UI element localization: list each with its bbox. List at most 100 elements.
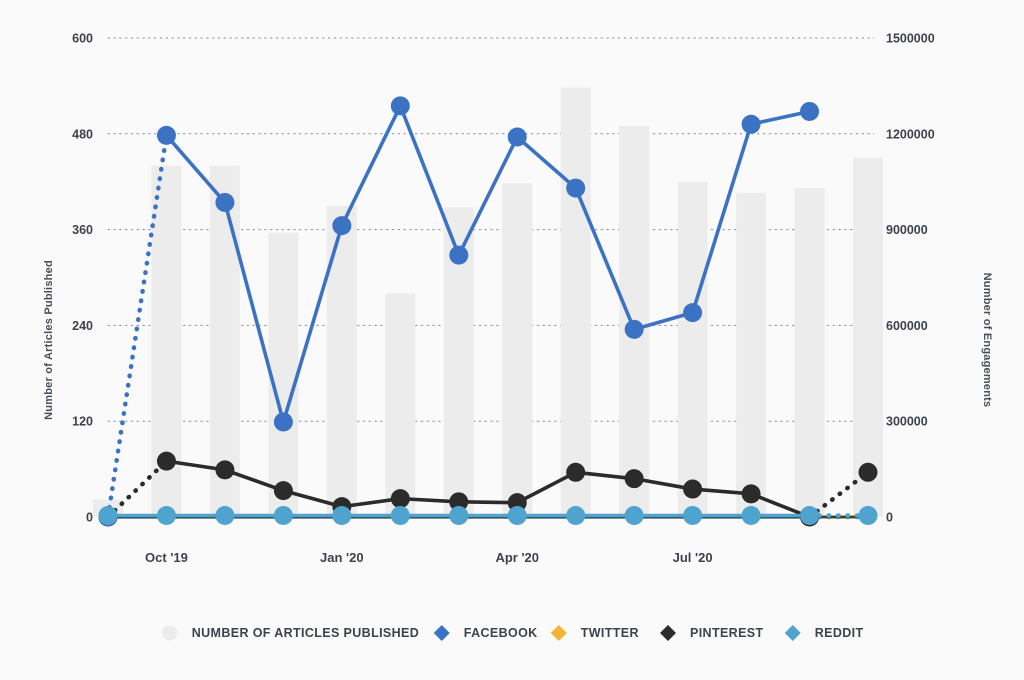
bar[interactable]: [736, 192, 767, 518]
data-point[interactable]: [624, 469, 644, 489]
data-point[interactable]: [273, 506, 293, 525]
x-tick-label: Jul '20: [673, 550, 713, 565]
line-segment: [340, 496, 403, 509]
line-segment: [690, 122, 753, 315]
bar[interactable]: [502, 183, 533, 517]
data-point[interactable]: [800, 506, 820, 525]
line-segment: [281, 488, 344, 509]
bar[interactable]: [794, 188, 825, 517]
left-axis-tick-labels: 0 120 240 360 480 600: [72, 32, 93, 525]
right-axis-title: Number of Engagements: [981, 273, 993, 408]
x-tick-label: Oct '19: [145, 550, 188, 565]
data-point[interactable]: [390, 489, 410, 509]
data-point[interactable]: [449, 506, 469, 525]
data-point[interactable]: [683, 479, 703, 499]
bar[interactable]: [268, 232, 299, 517]
left-tick-label: 240: [72, 319, 93, 333]
legend-label: TWITTER: [581, 626, 639, 640]
data-point[interactable]: [741, 114, 761, 134]
x-tick-label: Apr '20: [495, 550, 539, 565]
legend-item[interactable]: FACEBOOK: [433, 625, 538, 641]
data-point[interactable]: [566, 462, 586, 482]
data-point[interactable]: [507, 506, 527, 525]
data-point[interactable]: [741, 484, 761, 504]
data-point[interactable]: [156, 506, 176, 525]
line-segment: [223, 468, 286, 493]
legend-item[interactable]: NUMBER OF ARTICLES PUBLISHED: [162, 625, 419, 641]
data-point[interactable]: [566, 506, 586, 525]
data-point[interactable]: [332, 216, 352, 236]
bar-series: [93, 87, 883, 518]
left-tick-label: 600: [72, 32, 93, 46]
data-point[interactable]: [449, 245, 469, 265]
line-segment: [105, 133, 169, 520]
legend-item[interactable]: TWITTER: [550, 625, 639, 641]
right-tick-label: 600000: [886, 319, 928, 333]
left-tick-label: 0: [86, 511, 93, 525]
line-segment: [749, 492, 812, 519]
line-segment: [749, 109, 812, 127]
data-point[interactable]: [683, 303, 703, 323]
data-point[interactable]: [156, 451, 176, 471]
left-tick-label: 120: [72, 415, 93, 429]
line-segment: [690, 487, 753, 496]
right-tick-label: 1200000: [886, 127, 935, 141]
data-point[interactable]: [215, 460, 235, 480]
right-tick-label: 1500000: [886, 32, 935, 46]
data-point[interactable]: [390, 96, 410, 116]
legend-item[interactable]: PINTEREST: [660, 625, 764, 641]
data-point[interactable]: [507, 127, 527, 147]
line-segment: [573, 186, 636, 332]
data-point[interactable]: [215, 506, 235, 525]
data-point[interactable]: [683, 506, 703, 525]
line-segment: [105, 458, 169, 520]
left-tick-label: 480: [72, 127, 93, 141]
line-segment: [164, 459, 227, 472]
data-point[interactable]: [566, 178, 586, 198]
line-segment: [398, 104, 461, 257]
legend-diamond-icon: [433, 625, 450, 641]
legend-diamond-icon: [550, 625, 567, 641]
right-tick-label: 900000: [886, 223, 928, 237]
data-point[interactable]: [332, 506, 352, 525]
legend-label: NUMBER OF ARTICLES PUBLISHED: [192, 626, 419, 640]
bar[interactable]: [385, 293, 416, 517]
legend-diamond-icon: [784, 625, 801, 641]
data-point[interactable]: [215, 192, 235, 212]
right-axis-tick-labels: 0 300000 600000 900000 1200000 1500000: [886, 32, 935, 525]
data-point[interactable]: [624, 506, 644, 525]
legend-circle-icon: [162, 625, 178, 641]
data-point[interactable]: [858, 462, 878, 482]
data-point[interactable]: [858, 506, 878, 525]
line-segment: [340, 104, 403, 228]
data-point[interactable]: [98, 506, 118, 525]
bar[interactable]: [326, 205, 357, 517]
line-segment: [573, 470, 636, 481]
legend-item[interactable]: REDDIT: [784, 625, 864, 641]
bar[interactable]: [677, 181, 708, 517]
data-point[interactable]: [156, 125, 176, 145]
data-point[interactable]: [741, 506, 761, 525]
data-point[interactable]: [273, 412, 293, 432]
line-segment: [632, 476, 695, 491]
bar[interactable]: [853, 157, 883, 517]
chart-legend: NUMBER OF ARTICLES PUBLISHED FACEBOOK TWIT…: [162, 625, 863, 641]
legend-label: FACEBOOK: [464, 626, 538, 640]
data-point[interactable]: [449, 492, 469, 512]
legend-label: REDDIT: [815, 626, 864, 640]
data-point-markers: [98, 96, 878, 527]
bar[interactable]: [209, 165, 240, 517]
bar[interactable]: [560, 87, 591, 517]
line-segment: [515, 470, 578, 505]
data-point[interactable]: [273, 481, 293, 501]
right-tick-label: 0: [886, 511, 893, 525]
data-point[interactable]: [624, 319, 644, 339]
data-point[interactable]: [800, 101, 820, 121]
x-tick-label: Jan '20: [320, 550, 364, 565]
data-point[interactable]: [390, 506, 410, 525]
line-segment: [456, 500, 520, 505]
x-axis-tick-labels: Oct '19 Jan '20 Apr '20 Jul '20: [145, 550, 713, 565]
left-tick-label: 360: [72, 223, 93, 237]
